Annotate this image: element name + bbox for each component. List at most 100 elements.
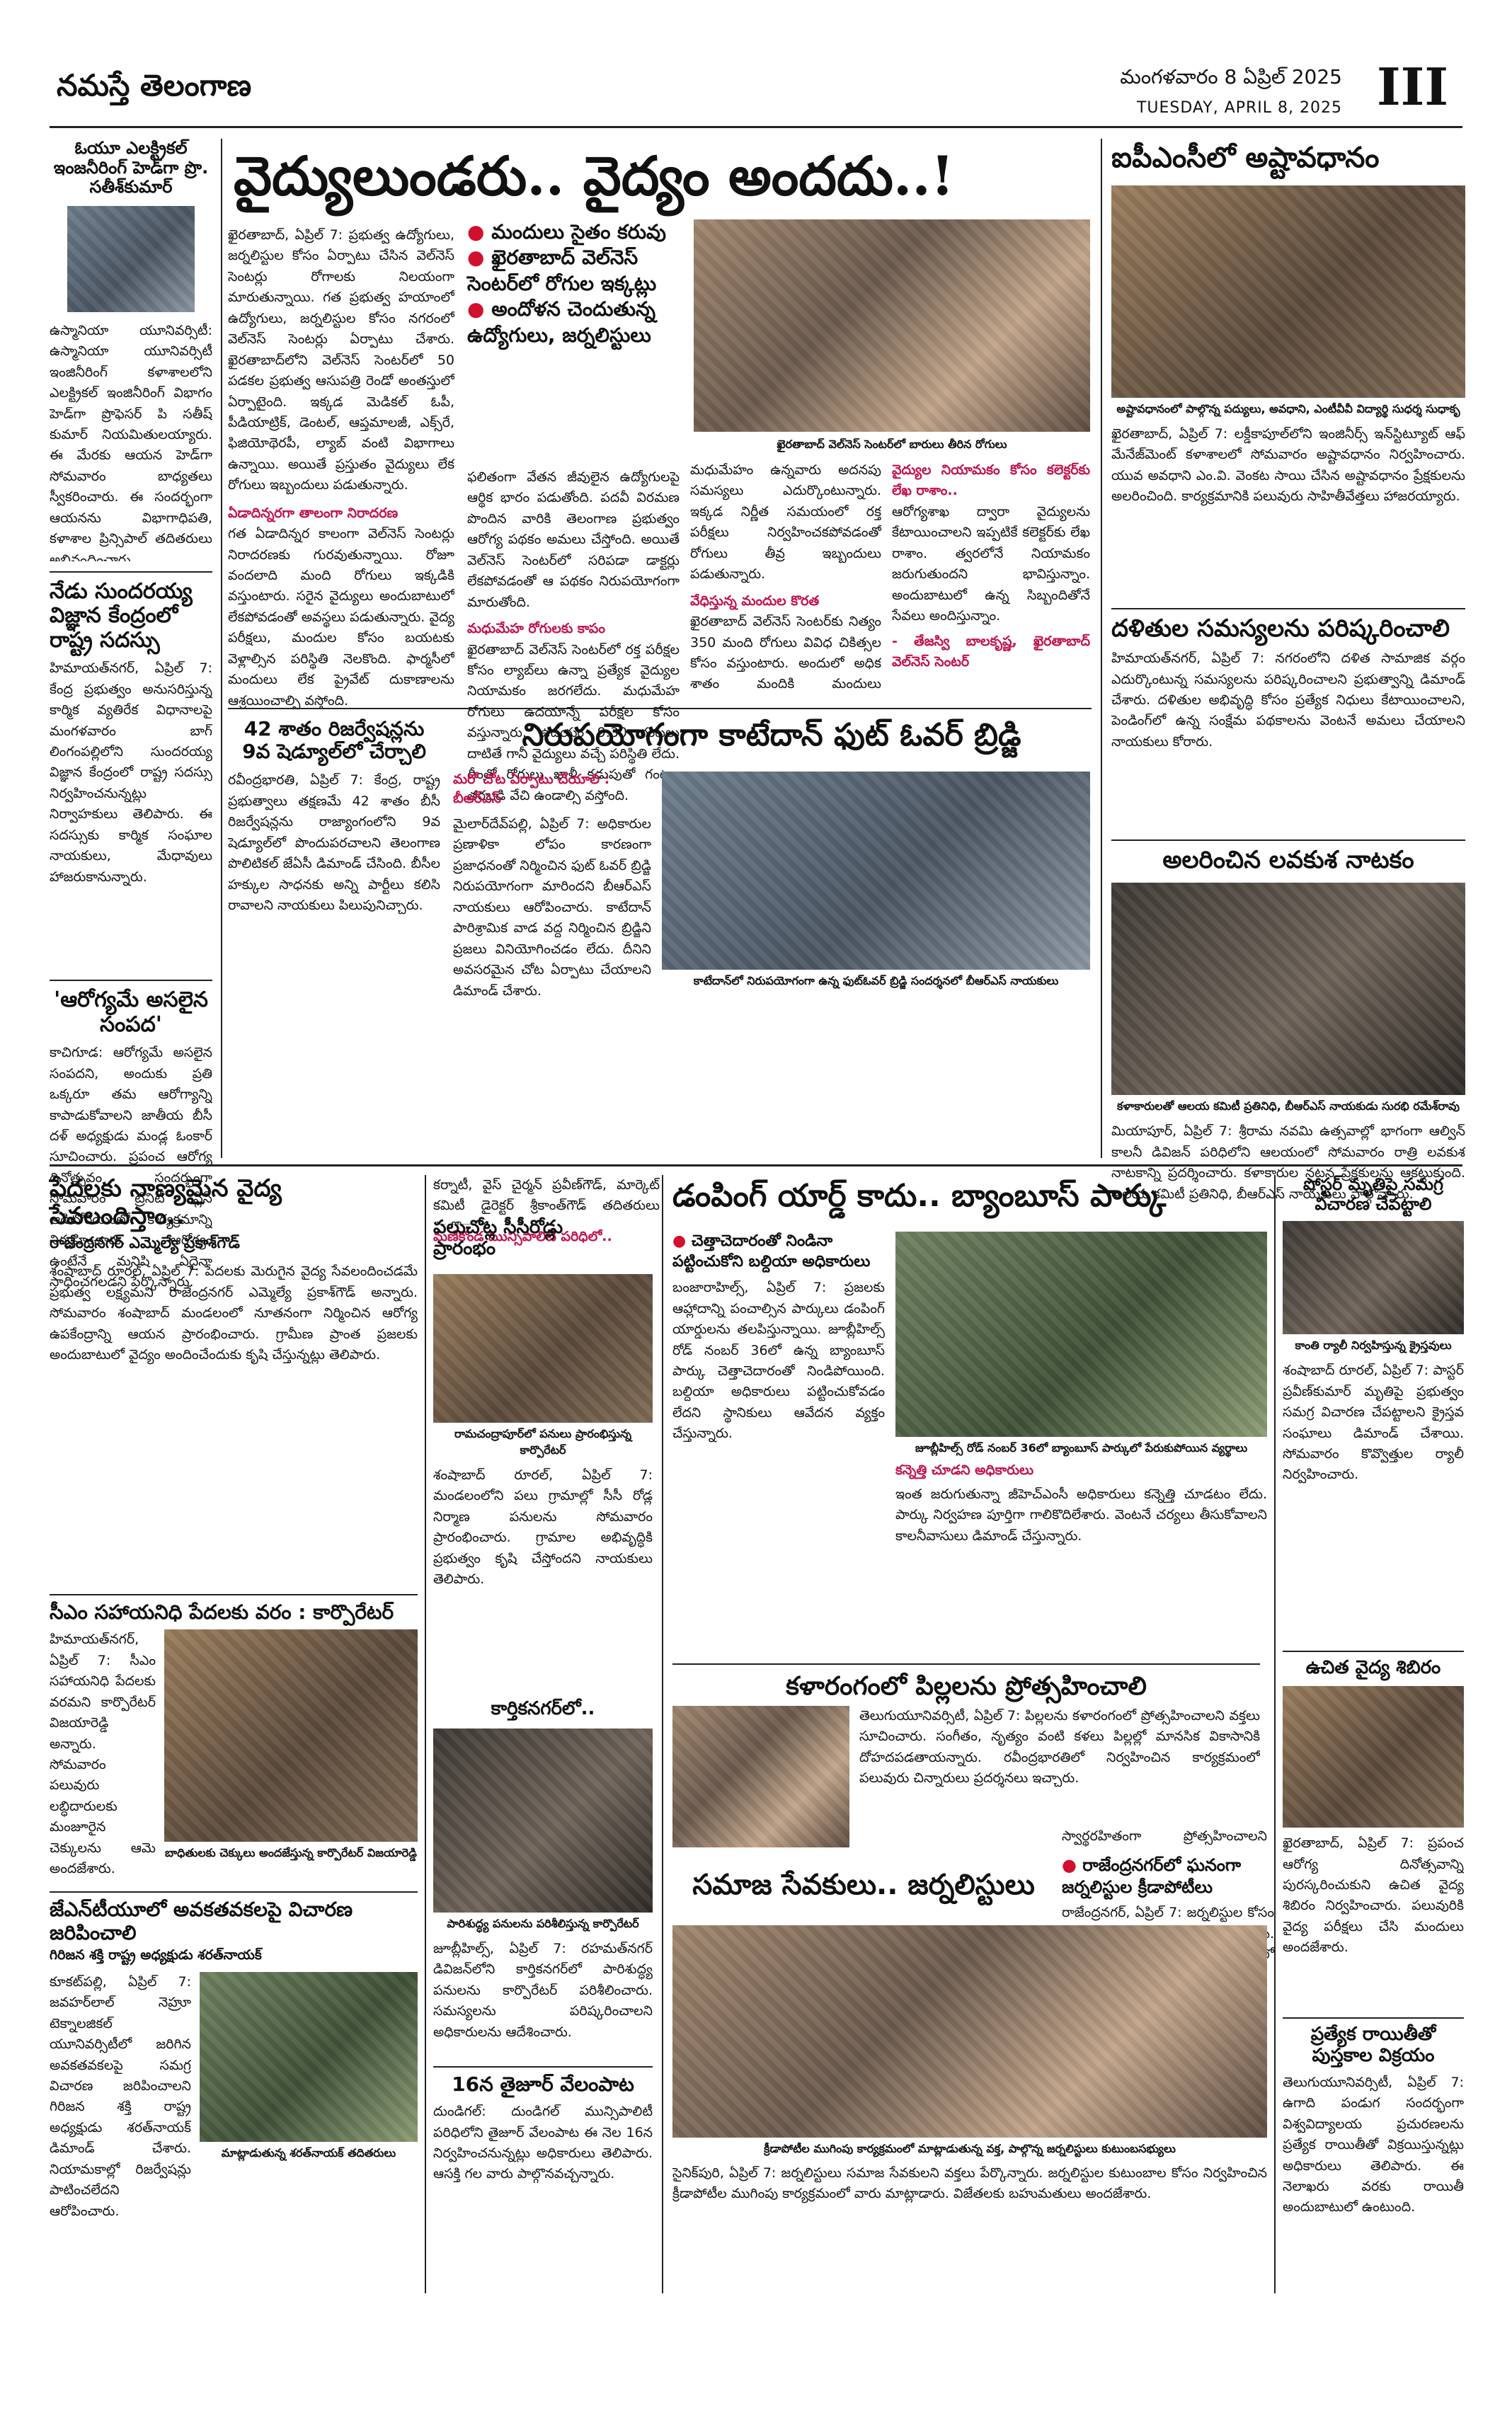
health-services-byline: రాజేంద్రనగర్ ఎమ్మెల్యే ప్రకాశ్‌గౌడ్ [50,1234,240,1253]
cm-relief-photo-wrap: బాధితులకు చెక్కులు అందజేస్తున్న కార్పొరే… [164,1629,418,1884]
karthikanagar-headline: కార్తికనగర్‌లో.. [491,1698,595,1719]
jntu-byline: గిరిజన శక్తి రాష్ట్ర అధ్యక్షుడు శరత్‌నాయ… [50,1947,262,1963]
masthead: నమస్తే తెలంగాణ మంగళవారం 8 ఏప్రిల్ 2025 T… [0,0,1512,134]
wellness-center-caption: ఖైరతాబాద్ వెల్‌నెస్ సెంటర్‌లో బారులు తీర… [777,437,1007,451]
top-story-subhead-2: మధుమేహ రోగులకు కాపం [467,621,605,637]
foot-over-bridge-body-col: మరో చోట ఏర్పాటు చేయాలి : బీఆర్ఎస్ మైలార్… [453,772,651,1026]
page-dates: మంగళవారం 8 ఏప్రిల్ 2025 TUESDAY, APRIL 8… [1120,65,1342,117]
dumping-yard-bullet-text: చెత్తాచెదారంతో నిండినా పట్టించుకోని బల్ద… [672,1232,871,1271]
column-rule-right [1101,139,1102,1158]
cm-relief-body: హిమాయత్‌నగర్, ఏప్రిల్ 7: సీఎం సహాయనిధి ప… [50,1632,156,1877]
medical-camp-body: ఖైరతాబాద్, ఏప్రిల్ 7: ప్రపంచ ఆరోగ్య దినో… [1283,1835,1464,1956]
reservation-headline: 42 శాతం రిజర్వేషన్లను 9వ షెడ్యూల్‌లో చేర… [242,717,426,764]
karthikanagar-body: జూబ్లీహిల్స్, ఏప్రిల్ 7: రహమత్‌నగర్ డివి… [433,1940,653,2040]
kalarangam-photo [672,1706,849,1847]
conference-headline: నేడు సుందరయ్య విజ్ఞాన కేంద్రంలో రాష్ట్ర … [50,571,212,653]
dalit-headline: దళితుల సమస్యలను పరిష్కరించాలి [1111,608,1465,643]
professor-photo [67,205,195,312]
foot-over-bridge-caption: కాటేదాన్‌లో నిరుపయోగంగా ఉన్న ఫుట్‌ఓవర్ బ… [693,974,1059,987]
kalarangam-body: తెలుగుయూనివర్సిటీ, ఏప్రిల్ 7: పిల్లలను క… [859,1708,1260,1787]
poster-extra: స్వార్థరహితంగా ప్రోత్సహించాలని పురస్కారా… [1062,1828,1267,1850]
poster-body: శంషాబాద్ రూరల్, ఏప్రిల్ 7: పాస్టర్ ప్రవీ… [1283,1363,1464,1483]
auction-body: దుండిగల్: దుండిగల్ మున్సిపాలిటీ పరిధిలోన… [433,2104,653,2182]
health-wealth-headline: 'ఆరోగ్యమే అసలైన సంపద' [50,980,212,1037]
poster-headline: పోస్టర్ మృతిపై సమగ్ర విచారణ చేపట్టాలి [1302,1174,1444,1214]
middle-band-rule [228,708,1092,709]
bullet-text-1: మందులు సైతం కరువు [491,220,666,243]
jntu-caption: మాట్లాడుతున్న శరత్‌నాయక్ తదితరులు [221,2145,396,2160]
jntu-photo-wrap: మాట్లాడుతున్న శరత్‌నాయక్ తదితరులు [200,1971,418,2425]
jntu-row: కూకట్‌పల్లి, ఏప్రిల్ 7: జవహర్‌లాల్ నెహ్ర… [50,1971,418,2425]
foot-over-bridge-photo [662,772,1090,970]
dumping-yard-bullet: ● చెత్తాచెదారంతో నిండినా పట్టించుకోని బల… [672,1232,871,1271]
jntu-body: కూకట్‌పల్లి, ఏప్రిల్ 7: జవహర్‌లాల్ నెహ్ర… [50,1973,191,2219]
top-story-subhead-1: ఏడాదిన్నరగా తాలంగా నిరాదరణ [228,505,399,521]
kalarangam-row: తెలుగుయూనివర్సిటీ, ఏప్రిల్ 7: పిల్లలను క… [672,1706,1260,1847]
foot-over-bridge-subhead: మరో చోట ఏర్పాటు చేయాలి : బీఆర్ఎస్ [453,772,610,806]
auction-headline: 16న తైజూర్ వేలంపాట [433,2065,653,2096]
reservation-body: రవీంద్రభారతి, ఏప్రిల్ 7: కేంద్ర, రాష్ట్ర… [228,772,440,913]
lavakusha-body: మియాపూర్, ఏప్రిల్ 7: శ్రీరామ నవమి ఉత్సవా… [1111,1123,1465,1202]
karthikanagar-photo [433,1728,653,1913]
ashtavadhanam-photo [1111,185,1465,398]
continued-text: కర్నాటీ, వైస్ చైర్మన్ ప్రవీణ్‌గౌడ్, మార్… [433,1177,660,1225]
top-story-paragraph-1: ఖైరతాబాద్, ఏప్రిల్ 7: ప్రభుత్వ ఉద్యోగులు… [228,227,454,493]
medical-camp-headline: ఉచిత వైద్య శిబిరం [1283,1651,1464,1679]
book-sale-headline: ప్రత్యేక రాయితీతో పుస్తకాల విక్రయం [1283,2017,1464,2067]
cm-relief-headline: సీఎం సహాయనిధి పేదలకు వరం : కార్పొరేటర్ [50,1594,418,1624]
dumping-yard-headline: డంపింగ్ యార్డ్ కాదు.. బ్యాంబూస్ పార్కు [672,1178,1167,1214]
cc-roads-headline: పలుచోట్ల సీసీరోడ్లు ప్రారంభం [433,1217,563,1259]
cc-roads-caption: రామచంద్రాపూర్‌లో పనులు ప్రారంభిస్తున్న క… [454,1427,632,1457]
cm-relief-row: హిమాయత్‌నగర్, ఏప్రిల్ 7: సీఎం సహాయనిధి ప… [50,1629,418,1884]
top-story-body-1: ఖైరతాబాద్, ఏప్రిల్ 7: ప్రభుత్వ ఉద్యోగులు… [228,225,454,933]
oyu-body: ఉస్మానియా యూనివర్సిటీ: ఉస్మానియా యూనివర్… [50,322,212,561]
lower-rule-1 [425,1175,426,2293]
top-story-bullet-2: ● ఖైరతాబాద్ వెల్‌నెస్ సెంటర్‌లో రోగుల ఇక… [467,246,657,295]
health-services-headline: పేదలకు నాణ్యమైన వైద్య సేవలందిస్తాం.. [50,1174,282,1231]
medical-camp-photo [1283,1686,1464,1828]
cc-roads-story: పలుచోట్ల సీసీరోడ్లు ప్రారంభం [433,1217,631,1260]
dalit-body: హిమాయత్‌నగర్, ఏప్రిల్ 7: నగరంలోని దళిత స… [1111,650,1465,750]
cm-relief-photo [164,1629,418,1842]
wellness-center-photo [694,219,1090,432]
lavakusha-headline: అలరించిన లవకుశ నాటకం [1111,839,1465,874]
top-story-paragraph-5: మధుమేహం ఉన్నవారు అదనపు సమస్యలు ఎదుర్కొంట… [690,462,881,583]
dumping-yard-caption: జూబ్లీహిల్స్ రోడ్ నంబర్ 36లో బ్యాంబూస్ ప… [915,1441,1248,1455]
dumping-yard-right: కన్నెత్తి చూడని అధికారులు ఇంత జరుగుతున్న… [895,1462,1267,1626]
top-story-subhead-3: వేధిస్తున్న మందుల కొరత [690,592,820,609]
top-story-paragraph-2: గత ఏడాదిన్నర కాలంగా వెల్‌నెస్ సెంటర్లు న… [228,526,454,709]
dumping-yard-body: బంజారాహిల్స్, ఏప్రిల్ 7: ప్రజలకు ఆహ్లాదా… [672,1280,885,1442]
dumping-yard-subhead: కన్నెత్తి చూడని అధికారులు [895,1462,1034,1478]
samaja-body: సైనిక్‌పురి, ఏప్రిల్ 7: జర్నలిస్టులు సమా… [672,2165,1267,2202]
cc-roads-photo [433,1274,653,1423]
manikonda-subhead: మణికొండ మున్సిపాలిటీ పరిధిలో.. [433,1229,612,1244]
bullet-text-2: ఖైరతాబాద్ వెల్‌నెస్ సెంటర్‌లో రోగుల ఇక్క… [467,246,657,295]
top-story-bullets: ● మందులు సైతం కరువు ● ఖైరతాబాద్ వెల్‌నెస… [467,219,680,348]
foot-over-bridge-headline: నిరుపయోగంగా కాటేదాన్ ఫుట్ ఓవర్ బ్రిడ్జి [522,717,1021,753]
newspaper-brand: నమస్తే తెలంగాణ [57,68,252,103]
top-story-paragraph-6: ఖైరతాబాద్ వెల్‌నెస్ సెంటర్‌కు నిత్యం 350… [690,614,881,692]
conference-body: హిమాయత్‌నగర్, ఏప్రిల్ 7: కేంద్ర ప్రభుత్వ… [50,660,212,885]
ashtavadhanam-caption: అష్టావధానంలో పాల్గొన్న పద్యులు, అవధాని, … [1116,402,1460,415]
top-story-body-4: వైద్యుల నియామకం కోసం కలెక్టర్‌కు లేఖ రాశ… [892,460,1090,694]
poster-caption: కాంతి ర్యాలీ నిర్వహిస్తున్న క్రైస్తవులు [1295,1338,1452,1353]
jntu-headline: జేఎన్‌టీయూలో అవకతవకలపై విచారణ జరిపించాలి [50,1891,418,1944]
health-services-body: శంషాబాద్ రూరల్, ఏప్రిల్ 7: పేదలకు మెరుగై… [50,1263,418,1363]
rajendranagar-games-headline: ● రాజేంద్రనగర్‌లో ఘనంగా జర్నలిస్టుల క్రీ… [1062,1855,1242,1898]
top-story-bullet-3: ● అందోళన చెందుతున్న ఉద్యోగులు, జర్నలిస్ట… [467,297,655,347]
ashtavadhanam-headline: ఐపీఎంసీలో అష్టావధానం [1111,142,1380,174]
top-story-subhead-4: వైద్యుల నియామకం కోసం కలెక్టర్‌కు లేఖ రాశ… [892,462,1090,499]
page-number: III [1376,57,1448,117]
top-story-body-2: ఫలితంగా వేతన జీవులైన ఉద్యోగులపై ఆర్థిక భ… [467,467,680,835]
reservation-story: 42 శాతం రిజర్వేషన్లను 9వ షెడ్యూల్‌లో చేర… [228,717,440,1103]
poster-photo [1283,1221,1464,1335]
samaja-headline: సమాజ సేవకులు.. జర్నలిస్టులు [692,1869,1035,1901]
date-english: TUESDAY, APRIL 8, 2025 [1136,99,1342,117]
lavakusha-caption: కళాకారులతో ఆలయ కమిటీ ప్రతినిధి, బీఆర్ఎస్… [1116,1099,1460,1113]
top-story-paragraph-3: ఫలితంగా వేతన జీవులైన ఉద్యోగులపై ఆర్థిక భ… [467,469,680,610]
right-column: ఐపీఎంసీలో అష్టావధానం అష్టావధానంలో పాల్గొ… [1111,142,1465,1263]
foot-over-bridge-body: మైలార్‌దేవ్‌పల్లి, ఏప్రిల్ 7: అధికారుల ప… [453,816,651,999]
top-story-paragraph-7: ఆరోగ్యశాఖ ద్వారా వైద్యులను కేటాయించాలని … [892,503,1090,624]
left-column: ఓయూ ఎలక్ట్రికల్ ఇంజనీరింగ్ హెడ్‌గా ప్రొ.… [50,138,212,1297]
column-rule-left [221,139,222,1158]
